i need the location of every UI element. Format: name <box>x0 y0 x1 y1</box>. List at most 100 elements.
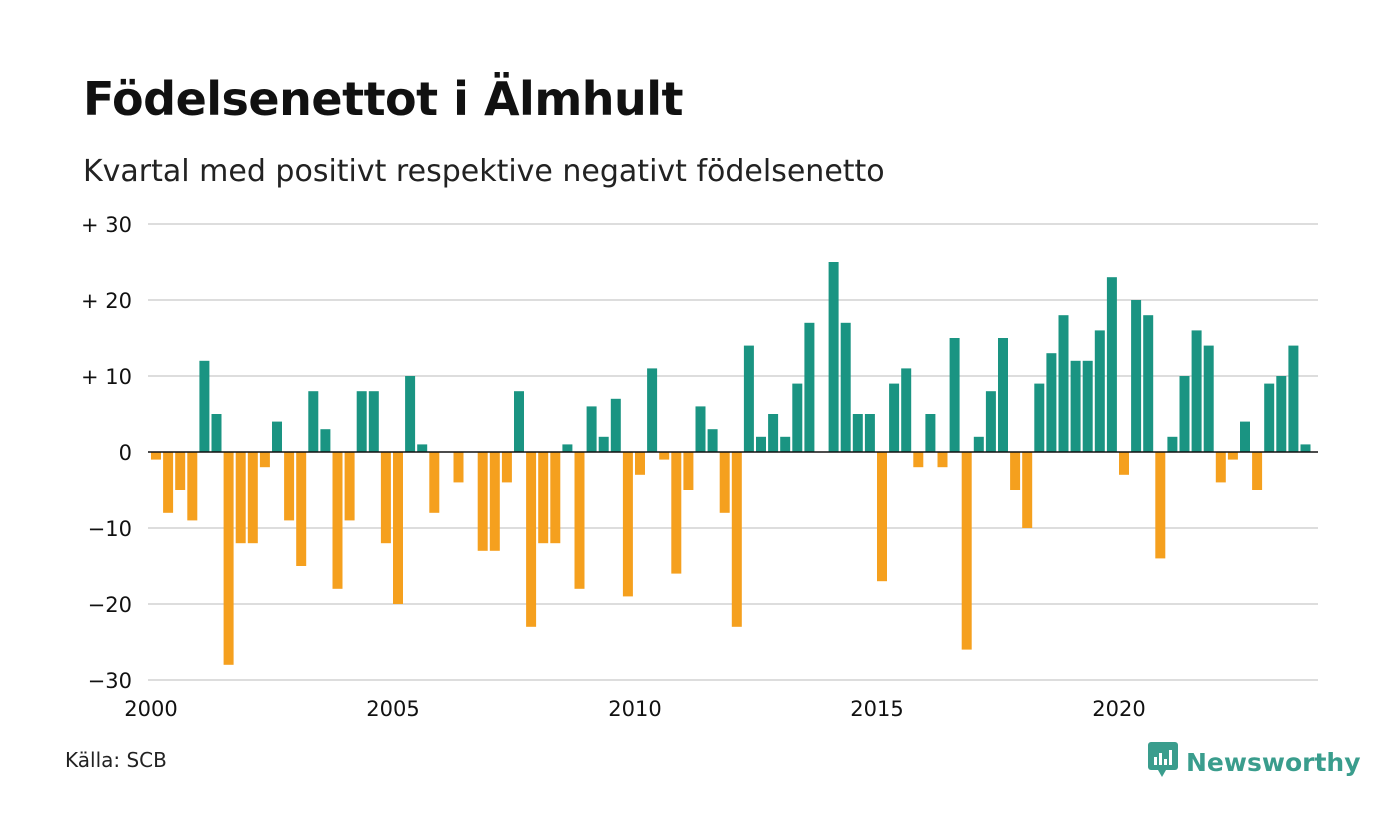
y-tick-label: −20 <box>88 593 132 617</box>
bar <box>199 360 210 452</box>
bar <box>514 391 524 452</box>
bar <box>659 452 670 460</box>
bar <box>175 452 186 490</box>
bar <box>211 414 222 452</box>
bar <box>647 368 658 452</box>
bar <box>937 452 948 468</box>
bar <box>961 452 972 650</box>
bar <box>1082 360 1093 452</box>
bar <box>1094 330 1105 452</box>
bar <box>1276 376 1287 452</box>
bar <box>368 391 379 452</box>
bar <box>586 406 597 452</box>
bar <box>380 452 391 544</box>
bar <box>538 452 549 544</box>
x-tick-label: 2010 <box>608 697 661 721</box>
brand-name: Newsworthy <box>1186 747 1361 777</box>
bar <box>864 414 875 452</box>
y-tick-label: + 10 <box>81 365 132 389</box>
y-tick-label: 0 <box>119 441 132 465</box>
bar <box>223 452 234 665</box>
bar <box>1106 277 1117 452</box>
bar <box>719 452 730 513</box>
bar <box>901 368 912 452</box>
chart-title: Födelsenettot i Älmhult <box>83 72 684 126</box>
x-tick-label: 2005 <box>366 697 419 721</box>
bar <box>1227 452 1238 460</box>
bar <box>1022 452 1033 528</box>
bar <box>1058 315 1069 452</box>
bar <box>780 436 791 452</box>
bar <box>320 429 331 452</box>
bar <box>804 322 815 452</box>
bar <box>949 338 960 452</box>
bar <box>610 398 621 452</box>
bar <box>489 452 500 551</box>
bar <box>235 452 246 544</box>
bar <box>877 452 887 582</box>
bar <box>1179 376 1190 452</box>
bar <box>695 406 706 452</box>
bar <box>332 452 343 589</box>
bar <box>828 262 839 452</box>
bar <box>1191 330 1202 452</box>
bar <box>1070 360 1081 452</box>
bar <box>259 452 270 468</box>
bar <box>356 391 367 452</box>
bar <box>743 345 754 452</box>
bar <box>1143 315 1154 452</box>
brand-logo[interactable]: Newsworthy <box>1148 742 1361 782</box>
bar <box>1034 383 1045 452</box>
bar <box>272 421 282 452</box>
bar <box>417 444 428 452</box>
bar <box>477 452 488 551</box>
bar <box>1010 452 1021 490</box>
bar <box>840 322 851 452</box>
bar <box>913 452 924 468</box>
bar <box>163 452 174 513</box>
bar <box>683 452 694 490</box>
y-tick-label: −30 <box>88 669 132 693</box>
bar <box>151 452 161 460</box>
x-tick-label: 2015 <box>850 697 903 721</box>
bar <box>985 391 996 452</box>
bar <box>1240 421 1250 452</box>
bar <box>393 452 403 604</box>
x-tick-label: 2020 <box>1092 697 1145 721</box>
bar <box>296 452 307 566</box>
bar <box>852 414 863 452</box>
bar <box>925 414 936 452</box>
source-note: Källa: SCB <box>65 748 167 772</box>
bar <box>308 391 319 452</box>
bar <box>998 338 1008 452</box>
y-tick-label: −10 <box>88 517 132 541</box>
bar <box>1203 345 1214 452</box>
bar <box>622 452 633 597</box>
bar <box>973 436 984 452</box>
bar <box>1167 436 1178 452</box>
bar <box>1215 452 1226 483</box>
bar <box>768 414 779 452</box>
bar <box>1264 383 1275 452</box>
bar <box>574 452 585 589</box>
bar <box>1288 345 1299 452</box>
bar <box>501 452 512 483</box>
bar <box>429 452 440 513</box>
bar <box>1131 300 1142 452</box>
bar <box>598 436 609 452</box>
x-tick-label: 2000 <box>124 697 177 721</box>
bar <box>707 429 718 452</box>
bar <box>526 452 537 627</box>
bar <box>889 383 900 452</box>
bar <box>550 452 561 544</box>
bar <box>731 452 742 627</box>
bar <box>1300 444 1311 452</box>
bar <box>756 436 766 452</box>
grid-lines <box>148 223 1318 681</box>
bar <box>1155 452 1166 559</box>
y-axis-ticks: + 30 + 20 + 10 0 −10 −20 −30 <box>81 213 132 693</box>
bar <box>671 452 682 574</box>
bar <box>562 444 573 452</box>
bars <box>151 262 1311 665</box>
